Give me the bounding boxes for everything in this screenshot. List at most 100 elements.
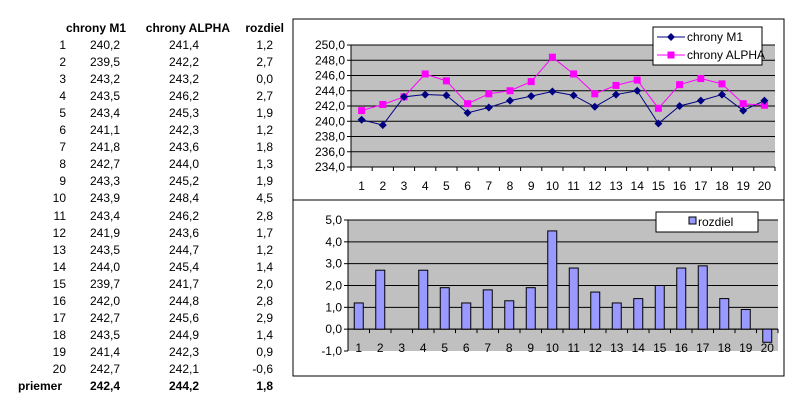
y-tick-label: 4,0 xyxy=(325,235,342,249)
row-index: 5 xyxy=(59,106,66,121)
table-cell: 243,2 xyxy=(168,72,199,87)
row-index: 7 xyxy=(59,140,66,155)
row-index: 20 xyxy=(52,361,66,376)
legend: chrony M1 chrony ALPHA xyxy=(652,26,765,66)
x-tick-label: 4 xyxy=(422,179,429,193)
data-point-square xyxy=(421,70,429,78)
table-cell: 1,2 xyxy=(256,242,273,257)
column-header: chrony ALPHA xyxy=(145,21,230,35)
y-tick-label: 234,0 xyxy=(315,160,345,174)
data-point-diamond xyxy=(442,91,451,100)
row-index: 15 xyxy=(52,276,66,291)
table-cell: 245,2 xyxy=(168,174,199,189)
data-point-diamond xyxy=(463,108,472,117)
table-cell: 242,7 xyxy=(89,310,120,325)
bar-chart: -1,00,01,02,03,04,05,01 2 3 4 5 6 7 8 9 10 11 12 13 1… xyxy=(321,211,779,358)
x-tick-label: 17 xyxy=(694,179,708,193)
data-point-square xyxy=(591,90,599,98)
x-tick-label: 14 xyxy=(631,179,645,193)
x-tick-label: 8 xyxy=(506,341,513,355)
table-cell: 243,3 xyxy=(89,174,120,189)
table-cell: 245,4 xyxy=(168,259,199,274)
legend-label: chrony M1 xyxy=(687,30,743,44)
row-index: 11 xyxy=(53,208,66,223)
x-tick-label: 13 xyxy=(609,179,623,193)
row-index: 6 xyxy=(59,123,66,138)
y-tick-label: 240,0 xyxy=(315,114,345,128)
bar xyxy=(375,269,386,330)
table-cell: 241,8 xyxy=(89,140,120,155)
x-tick-label: 11 xyxy=(568,341,581,355)
table-cell: 239,5 xyxy=(89,55,120,70)
table-cell: 1,9 xyxy=(256,174,273,189)
charts: 234,0236,0238,0240,0242,0244,0246,0248,0… xyxy=(292,18,785,377)
y-tick-label: 3,0 xyxy=(325,257,342,271)
y-tick-label: 5,0 xyxy=(325,213,342,227)
y-tick-label: 242,0 xyxy=(315,99,345,113)
table-cell: 244,0 xyxy=(168,157,199,172)
table-cell: 246,2 xyxy=(168,89,199,104)
x-tick-label: 16 xyxy=(673,179,687,193)
table-cell: 1,7 xyxy=(256,225,273,240)
bar xyxy=(762,328,773,343)
row-index: 16 xyxy=(52,293,66,308)
x-tick-label: 5 xyxy=(441,341,448,355)
legend-label: chrony ALPHA xyxy=(687,48,765,62)
average-label: priemer xyxy=(17,379,62,393)
x-tick-label: 18 xyxy=(718,341,732,355)
data-point-square xyxy=(654,104,662,112)
data-point-diamond xyxy=(569,91,578,100)
x-tick-label: 20 xyxy=(761,341,775,355)
table-cell: 244,7 xyxy=(168,242,199,257)
x-tick-label: 1 xyxy=(358,179,365,193)
row-index: 4 xyxy=(59,89,66,104)
x-tick-label: 10 xyxy=(546,341,560,355)
table-cell: 246,2 xyxy=(168,208,199,223)
row-index: 14 xyxy=(52,259,66,274)
legend-square-icon xyxy=(667,51,675,59)
x-tick-label: 12 xyxy=(589,341,603,355)
data-point-diamond xyxy=(718,90,726,99)
data-point-square xyxy=(442,77,450,85)
table-cell: 1,8 xyxy=(256,140,273,155)
column-header: chrony M1 xyxy=(65,21,126,35)
data-point-diamond xyxy=(633,86,642,95)
series-line-alpha xyxy=(361,56,765,112)
bar xyxy=(697,265,708,330)
table-cell: 2,8 xyxy=(256,293,273,308)
row-index: 9 xyxy=(59,174,66,189)
table-cell: 0,0 xyxy=(256,72,273,87)
bar xyxy=(353,302,364,330)
bar xyxy=(676,267,687,330)
row-index: 10 xyxy=(52,191,66,206)
row-index: 1 xyxy=(59,38,66,52)
table-cell: 2,8 xyxy=(256,208,273,223)
table-cell: 243,5 xyxy=(89,327,120,342)
y-tick-label: 238,0 xyxy=(315,130,345,144)
table-cell: 2,9 xyxy=(256,310,273,325)
table-cell: 241,1 xyxy=(89,123,120,138)
x-tick-label: 17 xyxy=(696,341,710,355)
x-tick-label: 12 xyxy=(588,179,602,193)
data-point-square xyxy=(464,100,472,108)
data-point-square xyxy=(485,90,493,98)
table-cell: 243,5 xyxy=(89,89,120,104)
x-tick-label: 2 xyxy=(377,341,384,355)
x-tick-label: 2 xyxy=(379,179,386,193)
row-index: 12 xyxy=(52,225,66,240)
table-cell: 248,4 xyxy=(168,191,199,206)
x-tick-label: 11 xyxy=(567,179,580,193)
row-index: 17 xyxy=(52,310,66,325)
table-cell: 4,5 xyxy=(256,191,273,206)
data-point-square xyxy=(527,78,535,86)
data-point-square xyxy=(358,107,366,115)
data-point-diamond xyxy=(590,102,599,111)
data-point-diamond xyxy=(696,96,705,105)
data-point-square xyxy=(633,76,641,84)
table-cell: 2,7 xyxy=(256,89,273,104)
table-cell: 1,2 xyxy=(256,123,273,138)
legend-bar-icon xyxy=(688,216,697,225)
bar xyxy=(719,298,730,330)
row-index: 8 xyxy=(59,157,66,172)
bar xyxy=(568,267,579,330)
